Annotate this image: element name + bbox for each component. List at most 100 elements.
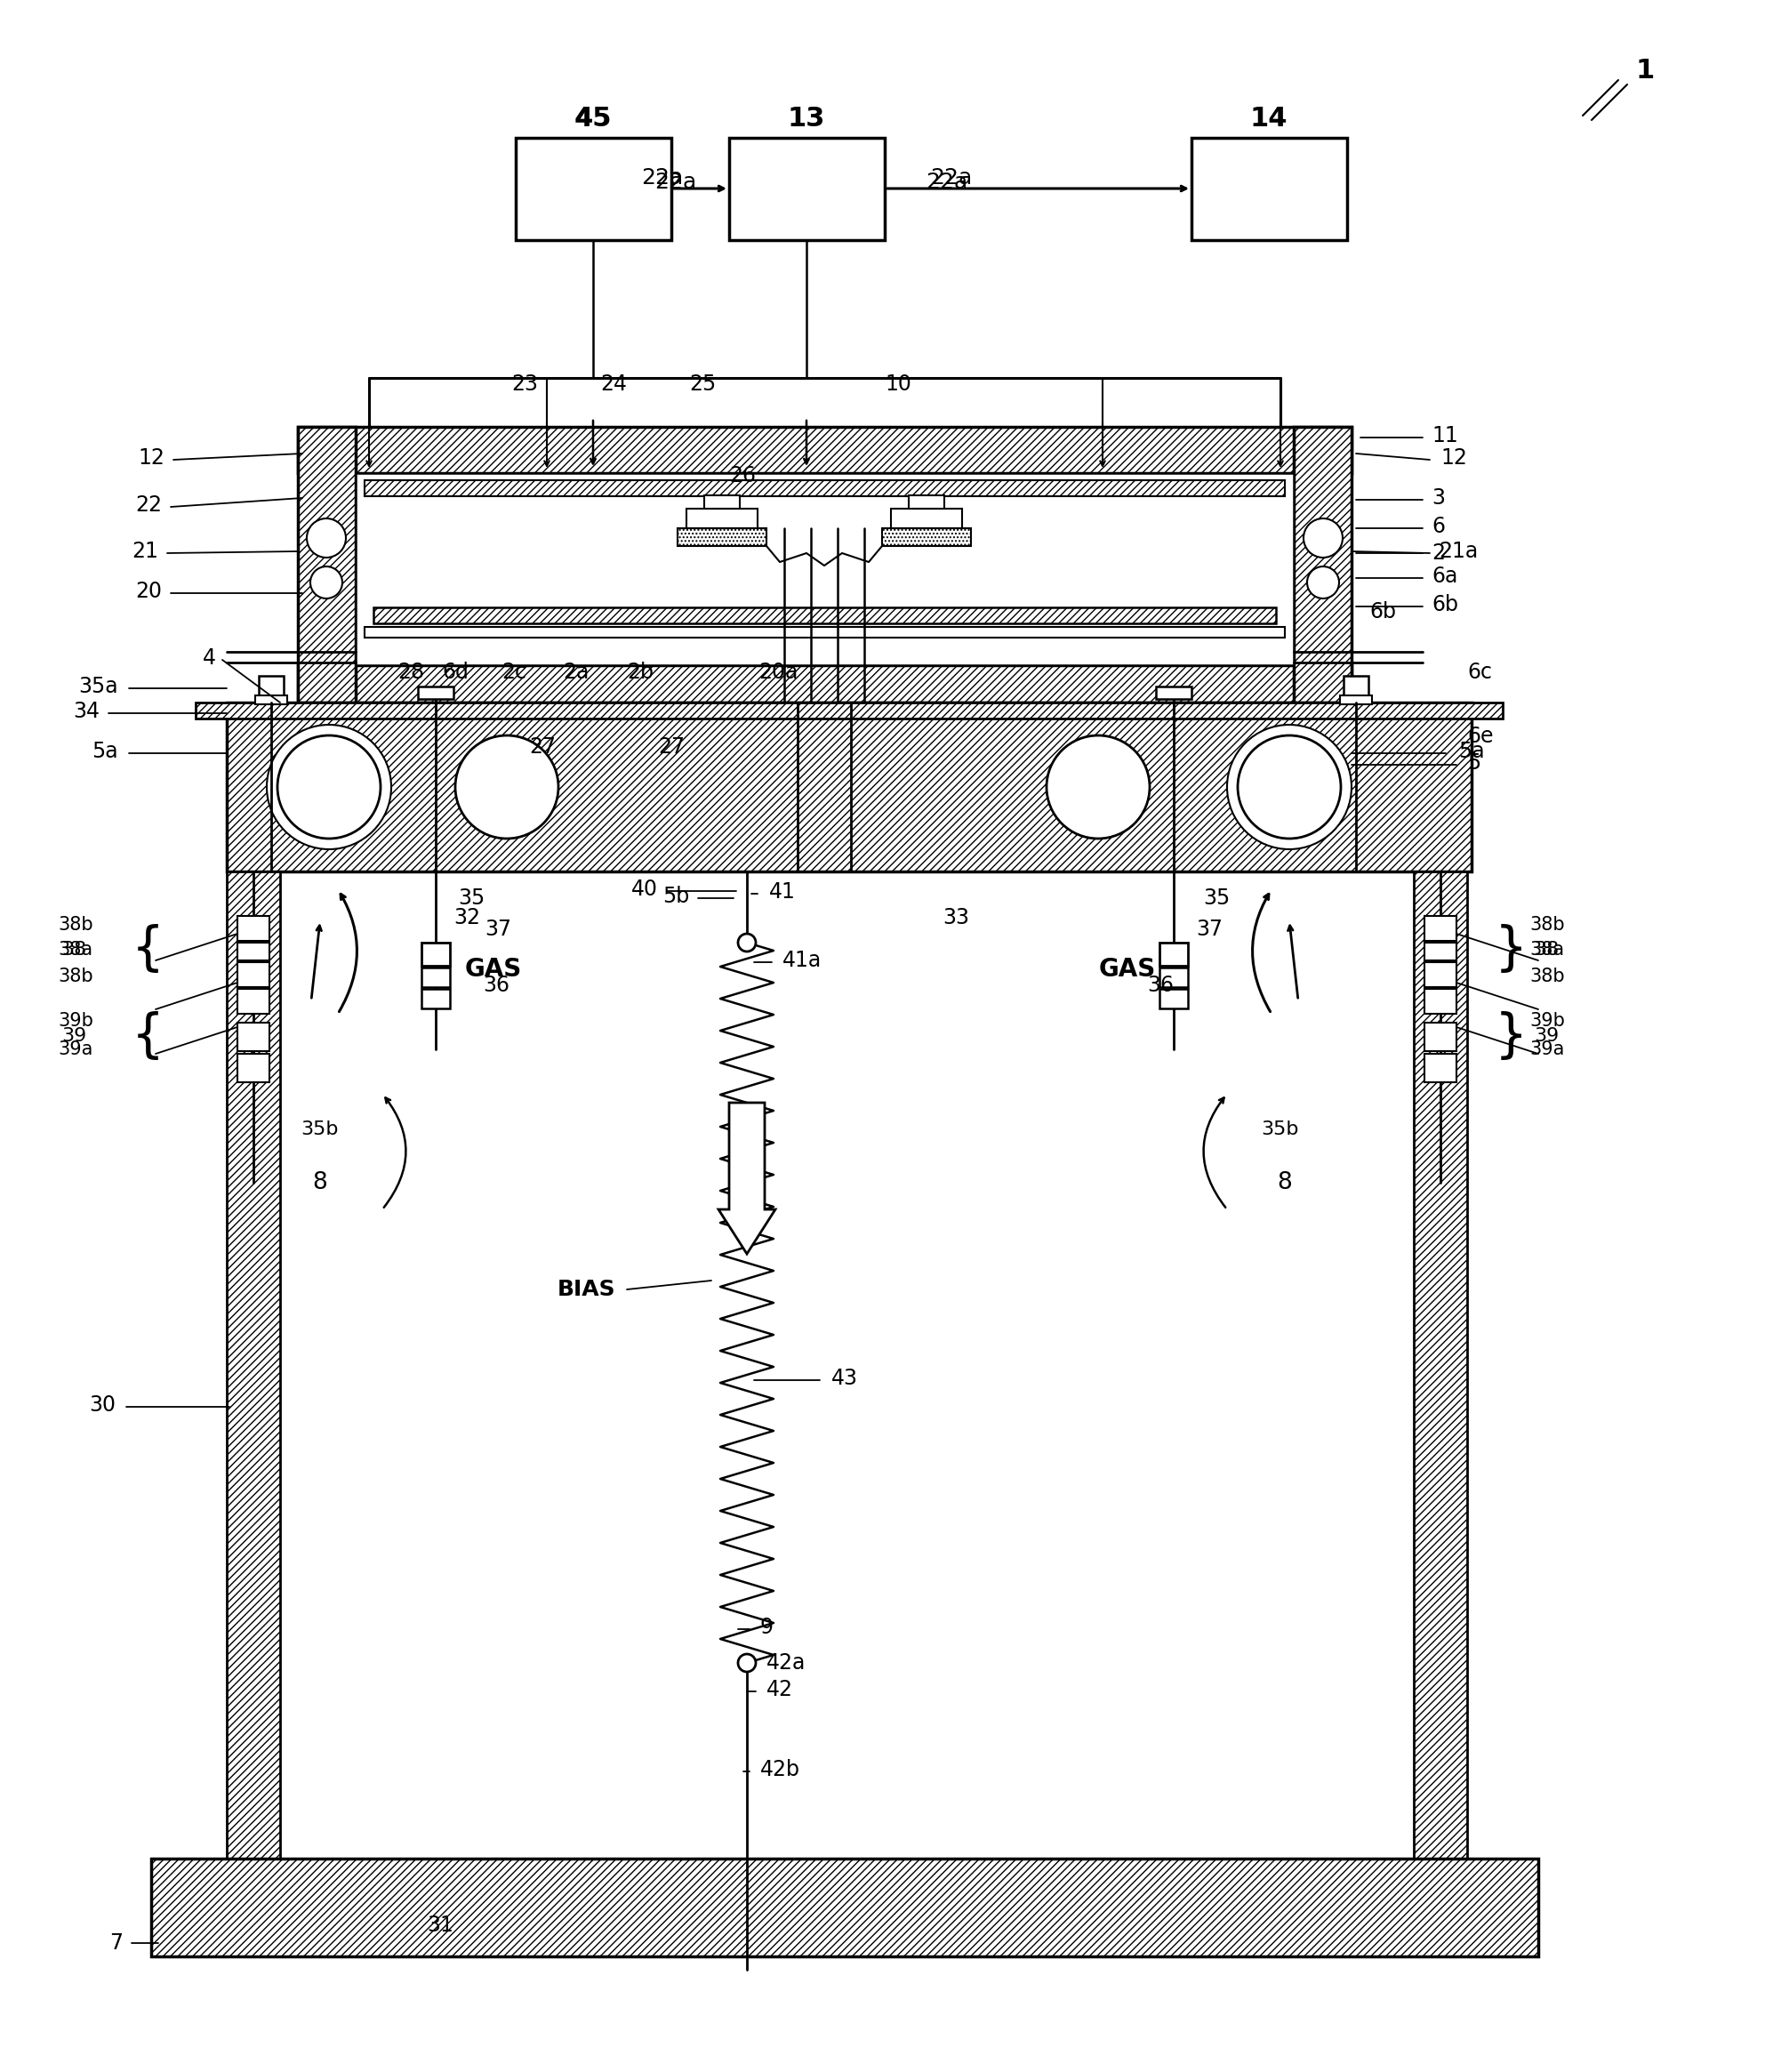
- Bar: [238, 943, 270, 961]
- Bar: [422, 988, 449, 1009]
- Text: 35b: 35b: [1261, 1121, 1299, 1138]
- Text: 31: 31: [428, 1915, 453, 1935]
- Text: 39b: 39b: [1530, 1011, 1565, 1030]
- Bar: [299, 427, 1351, 472]
- Bar: [299, 665, 1351, 702]
- Text: 38b: 38b: [1530, 968, 1565, 986]
- Text: {: {: [132, 1011, 165, 1061]
- Text: 35: 35: [1202, 887, 1229, 910]
- Text: GAS: GAS: [1098, 957, 1156, 982]
- Bar: [238, 988, 270, 1013]
- Circle shape: [1227, 725, 1351, 850]
- Text: 38: 38: [63, 941, 88, 959]
- Text: 12: 12: [138, 448, 165, 468]
- Text: 22a: 22a: [927, 172, 968, 193]
- Text: 21a: 21a: [1438, 541, 1478, 562]
- Bar: [687, 508, 757, 528]
- Text: 38a: 38a: [1530, 941, 1564, 959]
- Text: 6d: 6d: [442, 661, 469, 684]
- Text: 3: 3: [1431, 487, 1446, 508]
- Text: 45: 45: [574, 106, 612, 131]
- Text: 2c: 2c: [501, 661, 526, 684]
- Bar: [1424, 988, 1456, 1013]
- Text: 39: 39: [1533, 1028, 1558, 1044]
- Bar: [365, 628, 1285, 638]
- Bar: [1424, 916, 1456, 941]
- Text: 45: 45: [576, 106, 610, 131]
- Circle shape: [306, 518, 345, 557]
- Text: 38a: 38a: [59, 941, 93, 959]
- Text: 36: 36: [1147, 974, 1174, 997]
- Bar: [238, 916, 270, 941]
- Bar: [1156, 686, 1191, 698]
- Bar: [227, 872, 281, 1859]
- Text: 41: 41: [769, 881, 796, 903]
- Text: 6a: 6a: [1431, 566, 1458, 586]
- Bar: [891, 508, 962, 528]
- Circle shape: [267, 725, 392, 850]
- Circle shape: [1047, 736, 1150, 839]
- Text: GAS: GAS: [465, 957, 522, 982]
- Text: 6c: 6c: [1467, 661, 1492, 684]
- Text: 14: 14: [1252, 106, 1285, 131]
- Text: BIAS: BIAS: [558, 1278, 615, 1299]
- Text: 21: 21: [132, 541, 157, 562]
- Text: {: {: [132, 924, 165, 976]
- Text: 6e: 6e: [1467, 725, 1494, 748]
- Text: 6: 6: [1431, 516, 1446, 537]
- Text: 5a: 5a: [91, 742, 118, 762]
- Text: 30: 30: [89, 1394, 116, 1415]
- Bar: [422, 943, 449, 966]
- Bar: [515, 139, 671, 240]
- Bar: [1424, 1055, 1456, 1082]
- Bar: [195, 702, 1503, 719]
- Circle shape: [1308, 566, 1340, 599]
- Text: 42b: 42b: [760, 1759, 800, 1780]
- Text: 42a: 42a: [766, 1651, 805, 1674]
- Text: 5: 5: [1467, 752, 1481, 773]
- Bar: [356, 472, 1293, 665]
- Text: }: }: [1494, 1011, 1528, 1061]
- Text: 36: 36: [483, 974, 510, 997]
- Circle shape: [739, 1653, 755, 1672]
- Text: 38b: 38b: [57, 916, 93, 934]
- Text: 28: 28: [397, 661, 424, 684]
- Text: 20: 20: [136, 580, 161, 603]
- Text: 2b: 2b: [626, 661, 653, 684]
- Polygon shape: [719, 1102, 775, 1254]
- Text: 35: 35: [458, 887, 485, 910]
- Text: 1: 1: [1635, 58, 1655, 85]
- Text: 26: 26: [730, 464, 755, 487]
- Text: 6b: 6b: [1369, 601, 1395, 622]
- Text: 9: 9: [760, 1616, 773, 1639]
- Bar: [1191, 139, 1347, 240]
- Text: 22a: 22a: [655, 172, 696, 193]
- Text: 38: 38: [1533, 941, 1558, 959]
- Text: 13: 13: [787, 106, 825, 131]
- Bar: [374, 607, 1276, 624]
- Text: 8: 8: [313, 1171, 327, 1193]
- Bar: [882, 528, 971, 547]
- Bar: [422, 968, 449, 986]
- Text: 4: 4: [202, 646, 216, 669]
- Bar: [365, 481, 1285, 495]
- Text: 34: 34: [73, 700, 100, 721]
- Bar: [705, 495, 741, 508]
- Bar: [1159, 988, 1188, 1009]
- Text: 35a: 35a: [79, 675, 118, 696]
- Text: 25: 25: [689, 373, 716, 396]
- Text: 2: 2: [1431, 543, 1446, 564]
- Bar: [419, 686, 453, 698]
- Text: 12: 12: [1440, 448, 1467, 468]
- Bar: [1413, 872, 1467, 1859]
- Bar: [1293, 427, 1351, 702]
- Text: 24: 24: [599, 373, 626, 396]
- Bar: [678, 528, 766, 547]
- Text: 8: 8: [1277, 1171, 1292, 1193]
- Text: 11: 11: [1431, 425, 1458, 445]
- Text: 32: 32: [453, 908, 479, 928]
- Text: 10: 10: [886, 373, 911, 396]
- Text: 22a: 22a: [930, 168, 973, 189]
- Bar: [1340, 696, 1372, 704]
- Bar: [1159, 943, 1188, 966]
